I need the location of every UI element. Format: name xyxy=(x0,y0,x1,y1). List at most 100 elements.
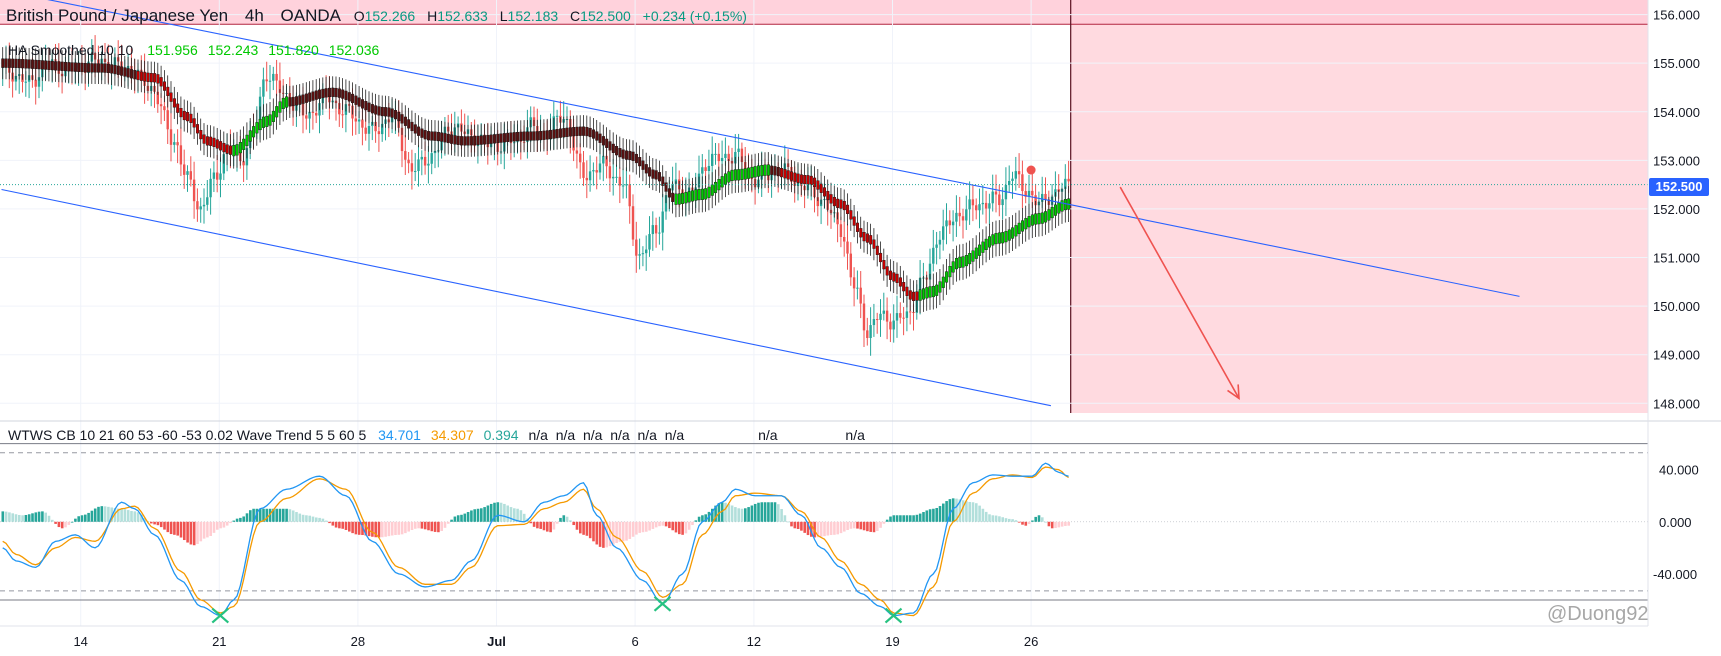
histogram-bar xyxy=(760,502,764,522)
ha-candle xyxy=(248,130,252,142)
histogram-bar xyxy=(126,510,130,522)
ha-candle xyxy=(786,170,790,180)
candle-body xyxy=(928,263,932,280)
candle-body xyxy=(932,247,935,264)
histogram-bar xyxy=(856,521,859,529)
ha-candle xyxy=(179,107,183,118)
ha-candle xyxy=(1024,218,1028,230)
histogram-bar xyxy=(331,521,335,526)
histogram-bar xyxy=(747,507,750,522)
histogram-bar xyxy=(529,521,533,524)
ha-candle xyxy=(691,190,695,202)
ha-candle xyxy=(763,164,767,176)
ha-candle xyxy=(106,63,110,74)
histogram-bar xyxy=(575,521,579,530)
ha-candle xyxy=(54,61,58,71)
ha-candle xyxy=(37,60,41,70)
channel-lower-line xyxy=(1,188,1052,407)
ha-candle xyxy=(265,115,269,128)
candle-body xyxy=(407,159,410,164)
wavetrend-legend[interactable]: WTWS CB 10 21 60 53 -60 -53 0.02 Wave Tr… xyxy=(8,427,865,443)
histogram-bar xyxy=(546,521,549,532)
histogram-bar xyxy=(681,521,684,535)
ha-candle xyxy=(364,101,368,111)
price-tick-label: 156.000 xyxy=(1653,8,1700,23)
ha-candle xyxy=(687,191,691,203)
histogram-bar xyxy=(938,506,942,522)
ha-candle xyxy=(991,234,995,246)
histogram-bar xyxy=(981,508,985,522)
time-tick-label: 21 xyxy=(212,634,226,649)
cross-signal-marker xyxy=(653,596,672,612)
candle-body xyxy=(612,176,615,179)
price-tick-label: 152.000 xyxy=(1653,202,1700,217)
candle-body xyxy=(272,73,275,81)
histogram-bar xyxy=(579,521,582,534)
histogram-bar xyxy=(252,508,255,522)
wavetrend-wt2-line xyxy=(2,466,1069,617)
histogram-bar xyxy=(295,512,298,522)
histogram-bar xyxy=(334,521,338,528)
ha-smoothed-legend[interactable]: HA Smoothed 10 10 151.956 152.243 151.82… xyxy=(8,42,379,58)
ha-candle xyxy=(57,61,61,71)
candle-body xyxy=(179,145,183,165)
candle-body xyxy=(582,162,585,178)
histogram-bar xyxy=(338,521,341,529)
histogram-bar xyxy=(965,501,968,522)
ha-candle xyxy=(948,266,952,278)
ha-candle xyxy=(63,61,67,72)
candle-body xyxy=(361,119,364,128)
histogram-bar xyxy=(301,514,305,522)
candle-body xyxy=(889,321,892,330)
candle-body xyxy=(625,184,628,186)
histogram-bar xyxy=(453,516,457,522)
ha-candle xyxy=(869,235,873,245)
histogram-bar xyxy=(638,521,641,533)
candle-body xyxy=(958,212,961,217)
histogram-bar xyxy=(150,521,153,524)
candle-body xyxy=(377,131,381,135)
ha-candle xyxy=(773,166,777,176)
wavetrend-name: WTWS CB 10 21 60 53 -60 -53 0.02 Wave Tr… xyxy=(8,427,367,443)
histogram-bar xyxy=(60,521,64,529)
histogram-bar xyxy=(955,498,958,522)
interval-label[interactable]: 4h xyxy=(244,6,264,25)
histogram-bar xyxy=(1027,521,1031,525)
histogram-bar xyxy=(54,521,57,524)
histogram-bar xyxy=(895,515,899,522)
candle-body xyxy=(975,205,978,211)
price-tick-label: 148.000 xyxy=(1653,396,1700,411)
ha-candle xyxy=(172,98,176,108)
ha-candle xyxy=(974,247,978,259)
ha-candle xyxy=(31,59,35,69)
ha-candle xyxy=(103,63,107,73)
histogram-bar xyxy=(466,512,470,522)
histogram-bar xyxy=(70,521,74,523)
histogram-bar xyxy=(21,515,24,522)
ha-candle xyxy=(859,228,863,238)
candle-body xyxy=(173,142,176,145)
histogram-bar xyxy=(879,521,882,528)
candle-body xyxy=(242,161,245,166)
histogram-bar xyxy=(354,521,358,535)
ha-candle xyxy=(1001,232,1005,244)
histogram-bar xyxy=(282,508,285,522)
histogram-bar xyxy=(988,514,991,522)
open-label: O xyxy=(353,8,365,24)
ha-candle xyxy=(4,58,8,68)
zone-header-band xyxy=(0,0,1648,25)
cross-signal-marker xyxy=(211,607,230,624)
signal-marker xyxy=(1026,165,1036,175)
ha-candle xyxy=(799,174,803,184)
symbol-name[interactable]: British Pound / Japanese Yen xyxy=(6,6,229,25)
histogram-bar xyxy=(612,521,615,545)
histogram-bar xyxy=(978,505,981,522)
close-value: 152.500 xyxy=(580,8,631,24)
histogram-bar xyxy=(810,521,813,537)
ha-candle xyxy=(941,276,945,288)
histogram-bar xyxy=(31,513,34,522)
ha-candle xyxy=(961,256,965,268)
histogram-bar xyxy=(641,521,645,533)
histogram-bar xyxy=(598,521,602,547)
